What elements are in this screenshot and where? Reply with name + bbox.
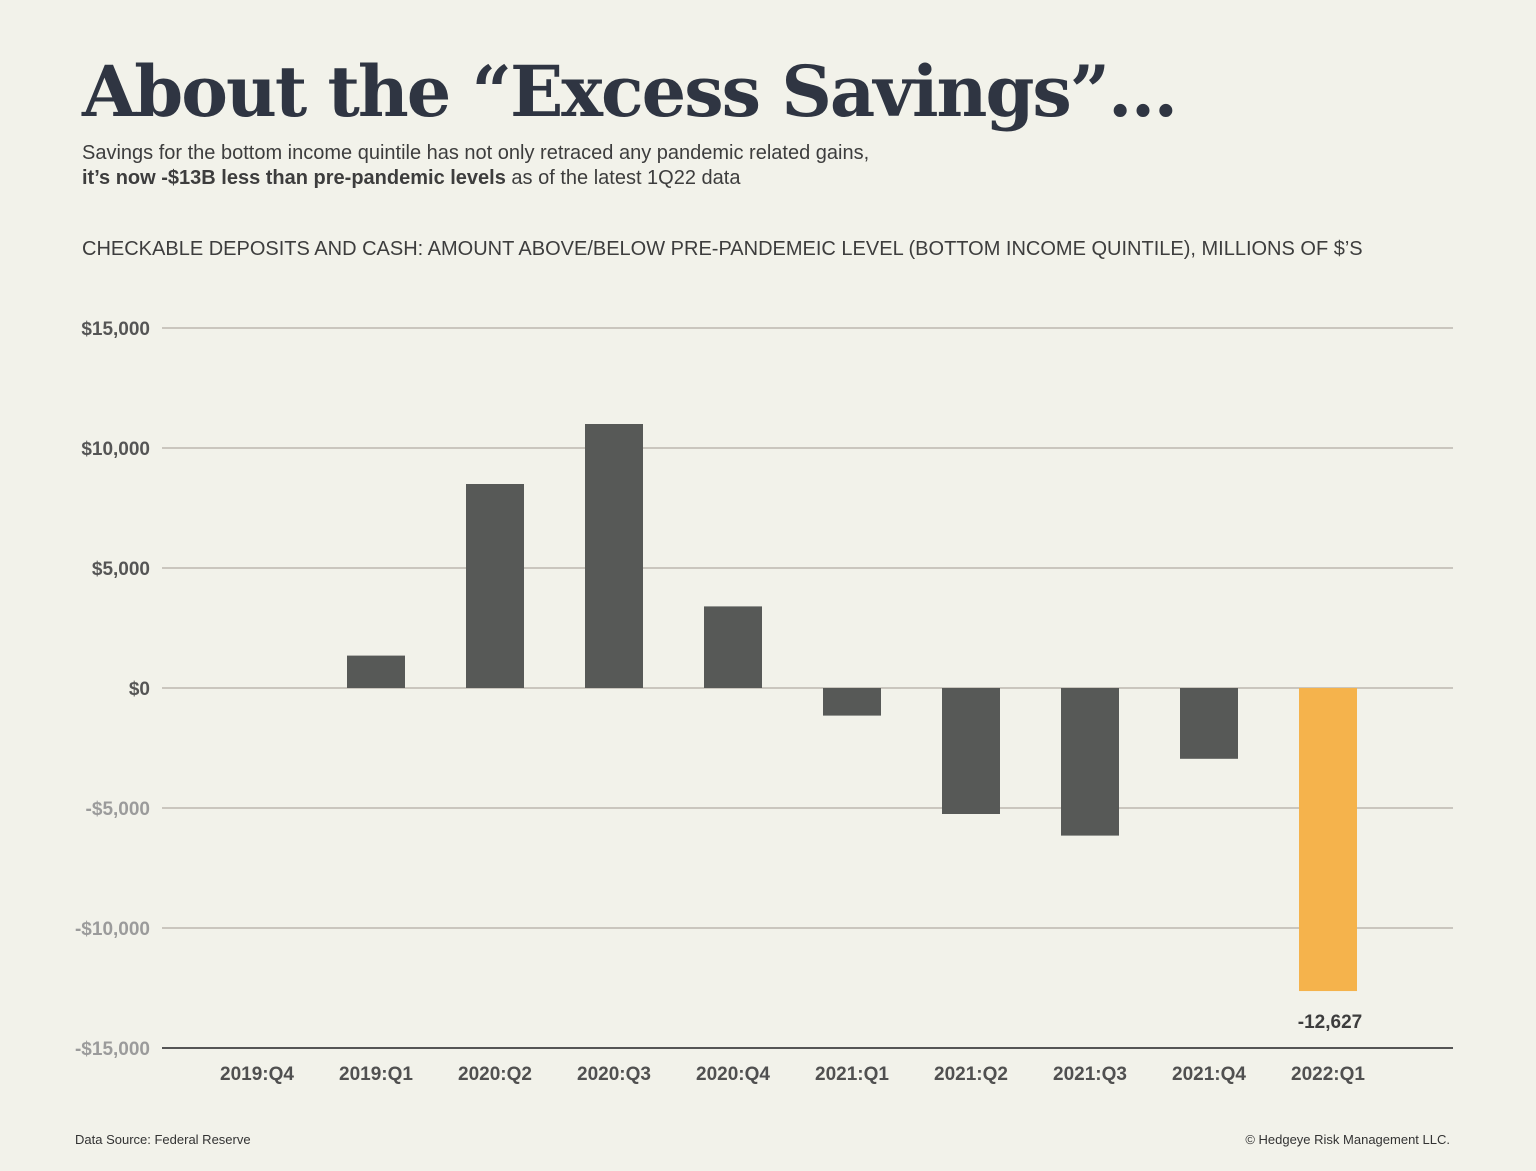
x-tick-label: 2021:Q4 — [1172, 1064, 1246, 1085]
bar — [1180, 688, 1238, 759]
x-tick-label: 2020:Q2 — [458, 1064, 532, 1085]
subtitle-line1: Savings for the bottom income quintile h… — [82, 142, 870, 164]
x-tick-label: 2021:Q1 — [815, 1064, 889, 1085]
chart-title: About the “Excess Savings”… — [82, 50, 1178, 133]
chart-heading: CHECKABLE DEPOSITS AND CASH: AMOUNT ABOV… — [82, 238, 1363, 260]
bar — [1299, 688, 1357, 992]
y-tick-label: $15,000 — [81, 319, 150, 340]
copyright: © Hedgeye Risk Management LLC. — [1245, 1132, 1450, 1147]
x-tick-label: 2019:Q1 — [339, 1064, 413, 1085]
y-tick-label: $0 — [129, 679, 150, 700]
y-tick-label: -$5,000 — [86, 799, 150, 820]
data-label: -12,627 — [1298, 1012, 1362, 1033]
x-tick-label: 2021:Q3 — [1053, 1064, 1127, 1085]
chart-subtitle: Savings for the bottom income quintile h… — [82, 141, 869, 191]
bar — [942, 688, 1000, 814]
bar — [585, 424, 643, 688]
bar — [823, 688, 881, 716]
x-tick-label: 2020:Q4 — [696, 1064, 770, 1085]
bar — [1061, 688, 1119, 836]
subtitle-rest: as of the latest 1Q22 data — [505, 167, 741, 189]
data-source: Data Source: Federal Reserve — [75, 1132, 251, 1147]
subtitle-emphasis: it’s now -$13B less than pre-pandemic le… — [82, 167, 506, 189]
x-tick-label: 2022:Q1 — [1291, 1064, 1365, 1085]
x-tick-label: 2021:Q2 — [934, 1064, 1008, 1085]
y-tick-label: -$10,000 — [75, 919, 150, 940]
bar — [466, 484, 524, 688]
x-tick-label: 2020:Q3 — [577, 1064, 651, 1085]
y-tick-label: $5,000 — [92, 559, 150, 580]
bar — [347, 655, 405, 688]
y-tick-label: -$15,000 — [75, 1039, 150, 1060]
x-tick-label: 2019:Q4 — [220, 1064, 294, 1085]
bar — [704, 606, 762, 688]
y-tick-label: $10,000 — [81, 439, 150, 460]
